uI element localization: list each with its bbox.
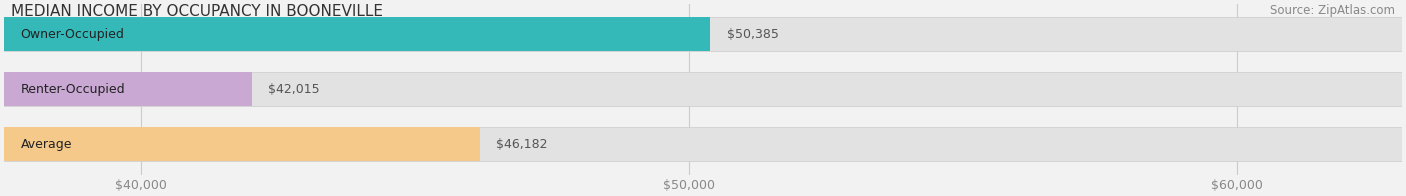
Text: Average: Average — [21, 138, 72, 151]
Text: Source: ZipAtlas.com: Source: ZipAtlas.com — [1270, 4, 1395, 17]
Text: Owner-Occupied: Owner-Occupied — [21, 28, 125, 41]
Bar — [4, 72, 1402, 106]
Text: MEDIAN INCOME BY OCCUPANCY IN BOONEVILLE: MEDIAN INCOME BY OCCUPANCY IN BOONEVILLE — [11, 4, 384, 19]
Bar — [4, 127, 1402, 162]
Bar — [4, 17, 1402, 52]
Text: $50,385: $50,385 — [727, 28, 779, 41]
Bar — [4, 72, 252, 106]
Bar — [4, 127, 479, 162]
Bar — [4, 17, 710, 52]
Text: Renter-Occupied: Renter-Occupied — [21, 83, 125, 96]
Text: $42,015: $42,015 — [269, 83, 319, 96]
Text: $46,182: $46,182 — [496, 138, 548, 151]
